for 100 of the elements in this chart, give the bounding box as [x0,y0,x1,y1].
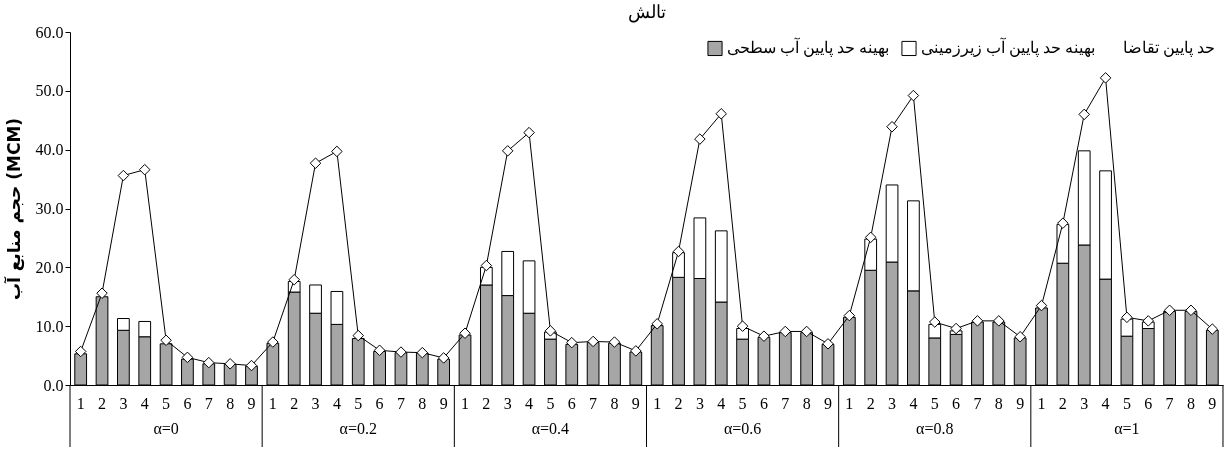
point [181,351,194,364]
point [929,316,941,328]
point [651,318,663,330]
x-tick-label: 9 [247,394,256,412]
y-tick-label: 10.0 [35,317,64,335]
point [736,320,749,332]
point [138,163,151,176]
x-tick-label: 4 [140,394,149,412]
x-tick-label: 6 [375,394,384,412]
text: α=0.8 [916,420,954,437]
x-tick-label: 2 [290,394,299,412]
point [672,245,685,258]
point [480,259,493,272]
point [950,322,962,335]
x-tick-label: 4 [332,394,341,412]
x-tick-label: 1 [76,394,85,412]
x-tick-label: 8 [1186,394,1195,412]
x-tick-label: 8 [226,394,235,412]
point [971,315,984,327]
point [1185,304,1197,317]
y-tick-label: 0.0 [43,376,64,394]
y-tick-label: 20.0 [35,258,64,276]
x-tick-label: 3 [119,394,128,412]
point [822,338,834,350]
text: α=0.2 [339,420,377,437]
x-tick-label: 7 [973,394,982,412]
point [352,329,364,342]
x-tick-label: 8 [994,394,1003,412]
x-tick-label: 8 [418,394,427,412]
x-tick-label: 5 [930,394,939,412]
x-tick-label: 2 [482,394,491,412]
point [1206,323,1219,335]
x-tick-label: 6 [567,394,576,412]
point [758,330,770,342]
point [864,231,877,244]
x-tick-label: 7 [204,394,213,412]
x-tick-label: 7 [1165,394,1174,412]
point [373,344,386,357]
x-tick-label: 6 [183,394,192,412]
series-label: حد پایین تقاضا [1123,39,1215,57]
y-tick-label: 50.0 [35,82,64,100]
point [566,336,578,349]
point [117,169,130,182]
point [416,346,429,359]
point [886,120,898,133]
x-tick-label: 9 [439,394,448,412]
x-tick-label: 3 [503,394,512,412]
x-tick-label: 7 [781,394,790,412]
x-tick-label: 5 [546,394,555,412]
legend-label: بهینه حد پایین آب زیرزمینی [921,37,1095,58]
x-tick-label: 1 [653,394,662,412]
point [800,325,813,338]
x-tick-label: 4 [1101,394,1110,412]
x-tick-label: 2 [674,394,683,412]
point [630,345,642,357]
point [309,157,322,169]
point [1099,72,1112,84]
point [993,315,1005,327]
x-tick-label: 6 [1144,394,1153,412]
x-tick-label: 1 [268,394,277,412]
y-axis-title: حجم منابع آب (MCM) [2,117,25,301]
x-tick-label: 4 [909,394,918,412]
point [267,336,279,348]
point [1014,331,1026,343]
point [587,335,599,348]
point [779,325,792,338]
x-tick-label: 2 [866,394,875,412]
point [224,358,236,370]
x-tick-label: 5 [162,394,171,412]
y-tick-label: 40.0 [35,141,64,159]
point [1078,108,1090,121]
point [459,327,471,339]
x-tick-label: 5 [354,394,363,412]
legend-label: بهینه حد پایین آب سطحی [727,37,889,58]
point [694,133,706,145]
chart-title: تالش [627,2,666,23]
x-tick-label: 8 [802,394,811,412]
x-tick-label: 1 [461,394,470,412]
point [608,336,621,348]
x-tick-label: 7 [589,394,598,412]
x-tick-label: 9 [1016,394,1025,412]
point [1142,315,1155,327]
point [1057,217,1069,229]
point [203,356,215,369]
x-tick-label: 9 [823,394,832,412]
point [288,273,300,286]
x-tick-label: 7 [396,394,405,412]
y-tick-label: 30.0 [35,200,64,217]
x-tick-label: 2 [1058,394,1067,412]
x-tick-label: 4 [717,394,726,412]
x-tick-label: 1 [845,394,854,412]
x-tick-label: 4 [525,394,534,412]
point [715,108,727,120]
point [74,345,87,358]
x-tick-label: 5 [1122,394,1131,412]
text: α=0.6 [723,420,762,437]
point [1035,299,1048,312]
text: α=0 [153,420,179,437]
x-tick-label: 9 [631,394,640,412]
point [1163,304,1176,317]
